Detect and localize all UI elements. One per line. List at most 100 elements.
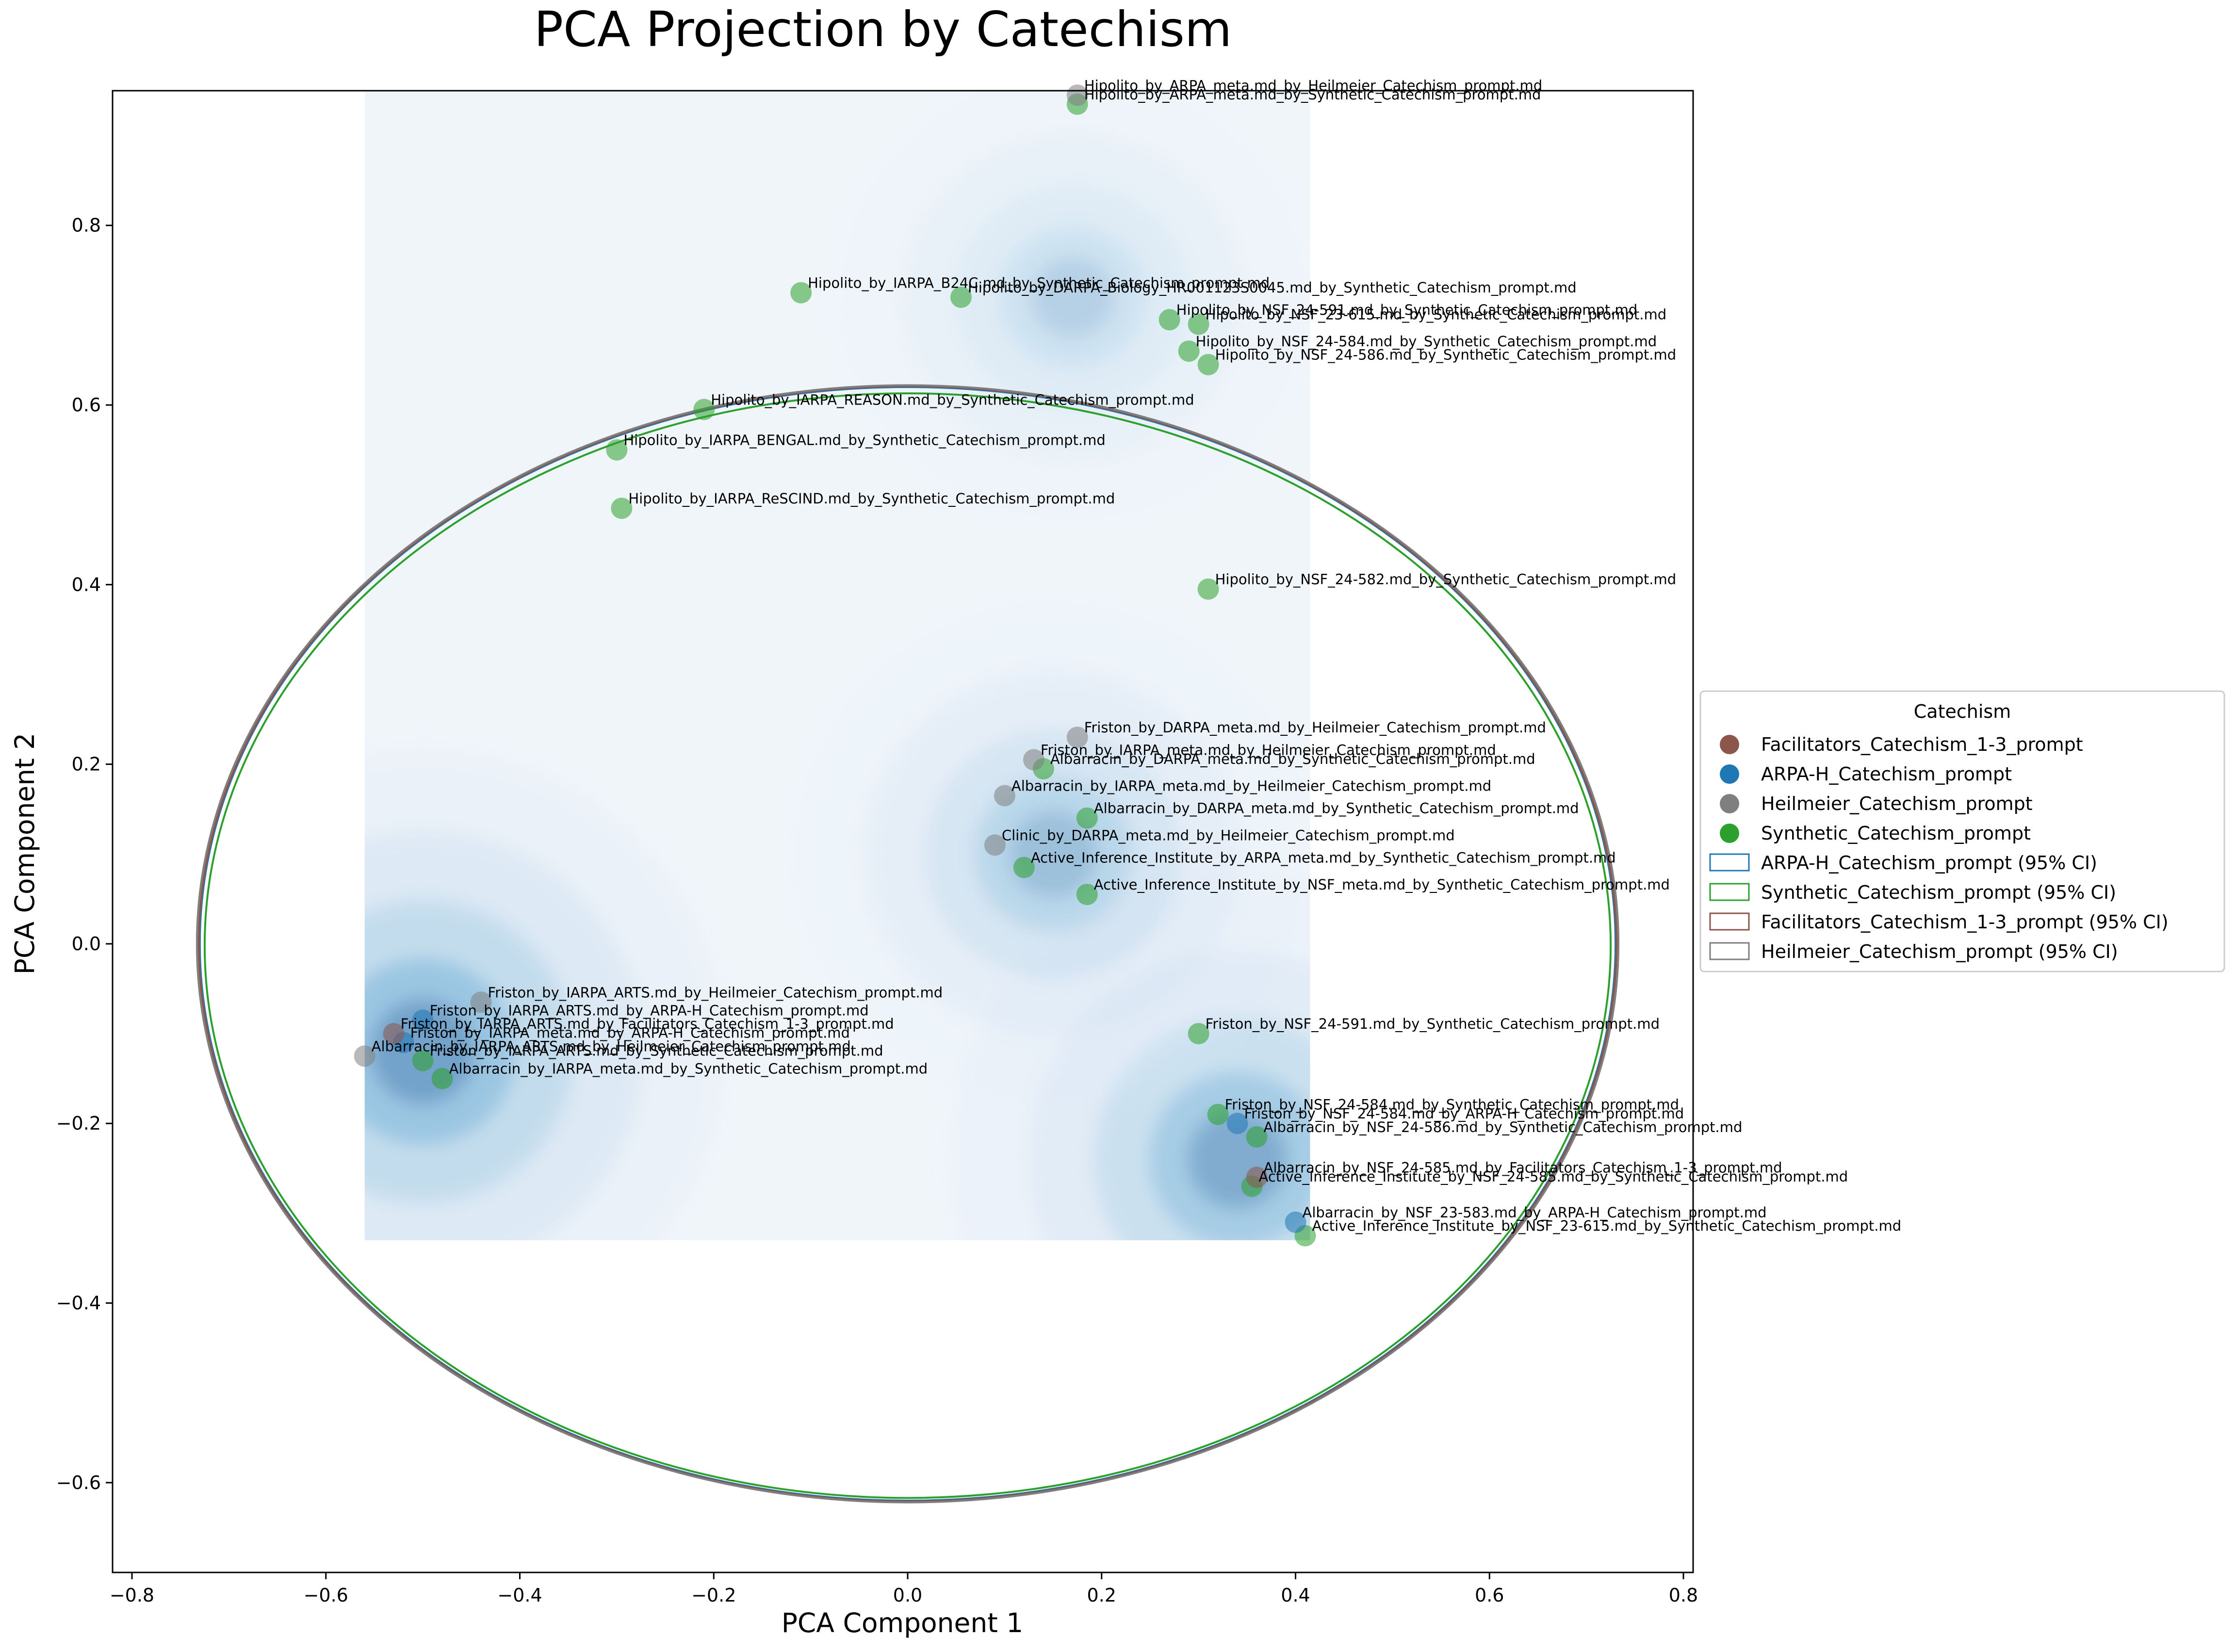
y-tick-label: −0.6: [56, 1472, 101, 1493]
legend-label: Facilitators_Catechism_1-3_prompt: [1761, 734, 2083, 755]
point-label: Hipolito_by_IARPA_B24C.md_by_Synthetic_C…: [808, 275, 1270, 292]
x-tick-label: −0.8: [110, 1585, 154, 1606]
data-point: [1285, 1211, 1306, 1233]
point-label: Hipolito_by_NSF_24-582.md_by_Synthetic_C…: [1215, 571, 1677, 588]
data-point: [412, 1050, 434, 1071]
point-label: Friston_by_NSF_24-584.md_by_Synthetic_Ca…: [1225, 1097, 1679, 1113]
y-tick-label: 0.0: [72, 933, 101, 955]
legend-label: Synthetic_Catechism_prompt: [1761, 823, 2031, 844]
legend-patch: [1709, 883, 1750, 901]
data-point: [1076, 807, 1098, 829]
point-label: Albarracin_by_NSF_23-583.md_by_ARPA-H_Ca…: [1303, 1204, 1767, 1221]
point-label: Active_Inference_Institute_by_NSF_23-615…: [1312, 1218, 1901, 1234]
point-label: Friston_by_IARPA_ARTS.md_by_Heilmeier_Ca…: [488, 984, 943, 1001]
legend-marker: [1720, 735, 1739, 754]
data-point: [1246, 1126, 1268, 1148]
plot-frame: [112, 90, 1694, 1573]
legend-patch: [1709, 853, 1750, 872]
y-tick-label: 0.8: [72, 215, 101, 236]
data-point: [1188, 1023, 1209, 1045]
data-point: [412, 1009, 434, 1031]
legend-patch: [1709, 942, 1750, 960]
legend-label: Synthetic_Catechism_prompt (95% CI): [1761, 882, 2116, 903]
x-tick-label: −0.2: [691, 1585, 736, 1606]
data-point: [1076, 884, 1098, 906]
point-label: Hipolito_by_DARPA_Biology_HR001123S0045.…: [968, 279, 1577, 296]
point-label: Hipolito_by_ARPA_meta.md_by_Synthetic_Ca…: [1084, 86, 1541, 103]
legend-label: Heilmeier_Catechism_prompt: [1761, 793, 2033, 814]
x-tick-label: −0.4: [497, 1585, 542, 1606]
legend-marker: [1720, 824, 1739, 843]
ci-ellipse: [196, 384, 1620, 1504]
legend-label: Heilmeier_Catechism_prompt (95% CI): [1761, 941, 2118, 962]
data-point: [1207, 1103, 1229, 1125]
point-label: Active_Inference_Institute_by_NSF_24-585…: [1259, 1168, 1848, 1185]
data-point: [1066, 727, 1088, 748]
data-point: [1188, 313, 1209, 335]
data-point: [1226, 1113, 1248, 1134]
data-point: [470, 991, 492, 1013]
point-label: Friston_by_NSF_24-584.md_by_ARPA-H_Catec…: [1244, 1105, 1684, 1122]
point-label: Hipolito_by_IARPA_ReSCIND.md_by_Syntheti…: [628, 490, 1115, 507]
data-point: [383, 1023, 405, 1045]
data-point: [1178, 340, 1200, 362]
density-layer: [364, 91, 1310, 1240]
legend-marker: [1720, 794, 1739, 813]
data-point: [1197, 354, 1219, 375]
y-ticks: −0.6 −0.4 −0.2 0.0 0.2 0.4 0.6 0.8: [56, 215, 113, 1493]
data-point: [431, 1068, 453, 1089]
density-contour: [1009, 810, 1098, 898]
data-point: [790, 282, 812, 304]
confidence-ellipses: [196, 384, 1620, 1504]
legend-label: ARPA-H_Catechism_prompt: [1761, 763, 2012, 785]
point-label: Albarracin_by_IARPA_ARTS.md_by_Heilmeier…: [372, 1038, 851, 1054]
data-point: [611, 497, 633, 519]
data-point: [354, 1045, 375, 1067]
point-label: Friston_by_IARPA_ARTS.md_by_Synthetic_Ca…: [430, 1043, 883, 1059]
point-labels: Hipolito_by_ARPA_meta.md_by_Synthetic_Ca…: [372, 77, 1901, 1234]
y-tick-label: 0.2: [72, 754, 101, 775]
y-tick-label: −0.4: [56, 1293, 101, 1314]
data-point: [1013, 857, 1035, 878]
point-label: Active_Inference_Institute_by_NSF_meta.m…: [1094, 876, 1670, 893]
point-label: Albarracin_by_IARPA_meta.md_by_Heilmeier…: [1011, 777, 1491, 794]
data-point: [994, 785, 1015, 807]
x-tick-label: 0.8: [1669, 1585, 1698, 1606]
data-point: [1246, 1166, 1268, 1188]
legend-title: Catechism: [1914, 701, 2011, 722]
point-label: Albarracin_by_DARPA_meta.md_by_Synthetic…: [1050, 751, 1535, 767]
point-label: Albarracin_by_IARPA_meta.md_by_Synthetic…: [449, 1061, 928, 1077]
x-tick-label: 0.4: [1281, 1585, 1310, 1606]
ci-ellipse: [203, 392, 1612, 1499]
point-label: Albarracin_by_DARPA_meta.md_by_Synthetic…: [1094, 800, 1579, 817]
legend-box: [1699, 690, 2225, 972]
legend-patch: [1709, 912, 1750, 931]
point-label: Hipolito_by_IARPA_BENGAL.md_by_Synthetic…: [623, 432, 1105, 449]
data-point: [1158, 309, 1180, 331]
scatter-points: [354, 84, 1316, 1247]
x-ticks: −0.8 −0.6 −0.4 −0.2 0.0 0.2 0.4 0.6 0.8: [110, 1572, 1698, 1606]
point-label: Albarracin_by_NSF_24-586.md_by_Synthetic…: [1264, 1119, 1743, 1135]
point-label: Hipolito_by_NSF_24-584.md_by_Synthetic_C…: [1196, 333, 1657, 350]
point-label: Hipolito_by_NSF_24-586.md_by_Synthetic_C…: [1215, 347, 1677, 363]
legend-label: ARPA-H_Catechism_prompt (95% CI): [1761, 852, 2097, 874]
point-label: Albarracin_by_NSF_24-585.md_by_Facilitat…: [1264, 1159, 1782, 1176]
data-point: [950, 286, 972, 308]
point-label: Friston_by_DARPA_meta.md_by_Heilmeier_Ca…: [1084, 719, 1546, 736]
data-point: [1066, 84, 1088, 106]
legend-marker: [1720, 764, 1739, 784]
x-tick-label: 0.6: [1475, 1585, 1504, 1606]
point-label: Friston_by_IARPA_ARTS.md_by_ARPA-H_Catec…: [430, 1002, 869, 1019]
point-label: Clinic_by_DARPA_meta.md_by_Heilmeier_Cat…: [1002, 827, 1455, 843]
point-label: Friston_by_IARPA_meta.md_by_Heilmeier_Ca…: [1041, 742, 1496, 758]
point-label: Active_Inference_Institute_by_ARPA_meta.…: [1031, 850, 1616, 866]
data-point: [1023, 749, 1044, 771]
legend: Catechism Facilitators_Catechism_1-3_pro…: [1699, 690, 2225, 972]
point-label: Friston_by_IARPA_ARTS.md_by_Facilitators…: [401, 1016, 894, 1032]
x-tick-label: 0.0: [893, 1585, 922, 1606]
point-label: Hipolito_by_NSF_24-591.md_by_Synthetic_C…: [1176, 302, 1638, 318]
point-label: Friston_by_NSF_24-591.md_by_Synthetic_Ca…: [1206, 1016, 1660, 1032]
data-point: [693, 399, 715, 421]
y-tick-label: 0.4: [72, 574, 101, 595]
